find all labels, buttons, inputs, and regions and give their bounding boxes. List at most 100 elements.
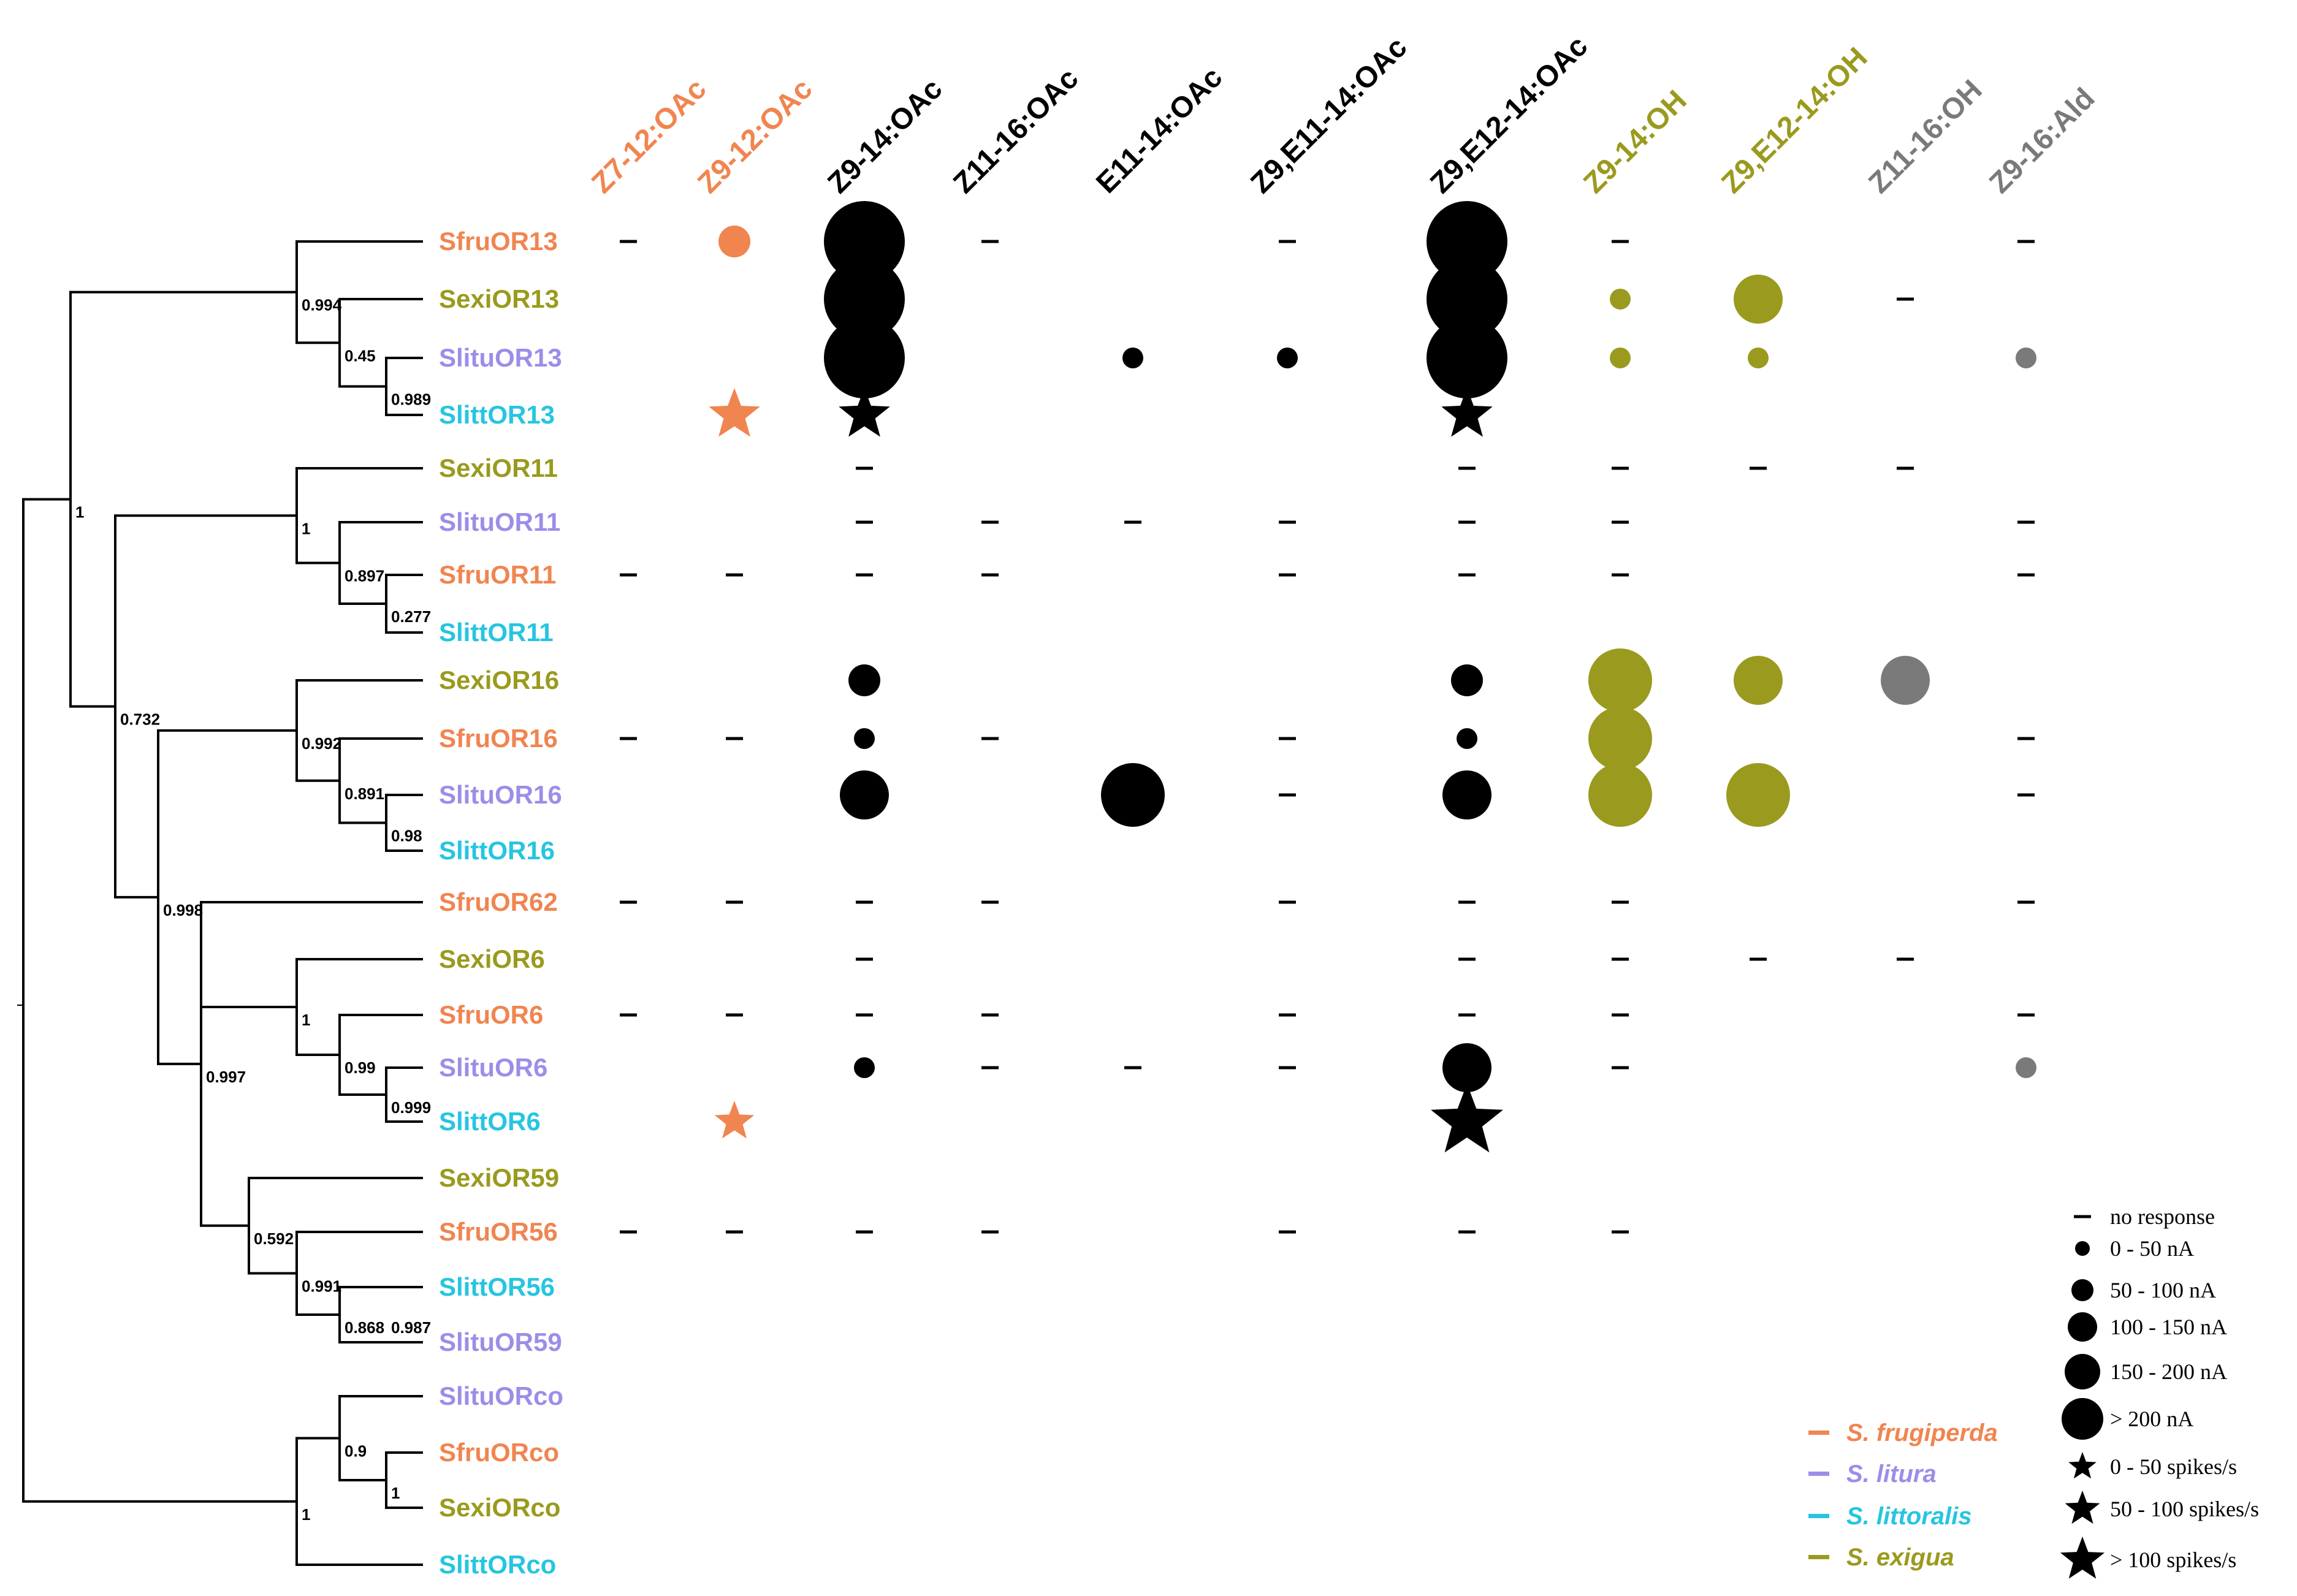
receptor-label: SlittOR11	[439, 618, 554, 647]
response-circle	[1588, 648, 1652, 712]
no-response-dash	[1279, 900, 1296, 904]
response-circle	[1442, 770, 1491, 819]
receptor-label: SlittOR13	[439, 400, 555, 429]
receptor-label: SexiOR16	[439, 666, 559, 694]
tree-branch	[200, 901, 423, 1064]
receptor-label: SfruOR6	[439, 1000, 543, 1029]
species-swatch	[1808, 1555, 1829, 1559]
no-response-dash	[1750, 957, 1767, 961]
legend-circle	[2062, 1398, 2103, 1440]
response-circle	[1427, 259, 1507, 340]
tree-branch	[385, 1066, 423, 1095]
tree-branch	[157, 729, 297, 897]
legend: no response 0 - 50 nA 50 - 100 nA 100 - 150…	[1808, 1204, 2259, 1579]
response-circle	[824, 201, 905, 282]
species-label: S. litura	[1846, 1461, 1937, 1488]
tree-branch	[295, 1007, 340, 1056]
receptor-label: SlituOR13	[439, 343, 562, 372]
receptor-label: SlittOR56	[439, 1272, 555, 1301]
bootstrap-label: 1	[75, 503, 84, 522]
tree-branch	[295, 515, 340, 564]
no-response-dash	[1458, 957, 1476, 961]
response-circle	[1122, 348, 1143, 368]
bootstrap-label: 0.998	[163, 901, 203, 919]
response-circle	[718, 226, 750, 257]
tree-branch	[248, 1177, 423, 1226]
no-response-dash	[1612, 240, 1629, 243]
no-response-dash	[726, 1013, 743, 1017]
tree-branch	[385, 823, 423, 852]
response-circle	[848, 664, 880, 696]
legend-dash	[2074, 1215, 2091, 1218]
tree-branch	[295, 958, 423, 1007]
tree-branch	[385, 574, 423, 604]
no-response-dash	[1458, 573, 1476, 577]
response-star	[839, 388, 890, 437]
bootstrap-labels: 0.994 0.45 0.989 1 1 0.897 0.277 0.732 0.992 0.89…	[75, 296, 431, 1524]
no-response-dash	[620, 900, 637, 904]
no-response-dash	[1279, 520, 1296, 524]
bootstrap-label: 0.592	[254, 1229, 294, 1248]
species-swatch	[1808, 1431, 1829, 1435]
receptor-label: SexiOR13	[439, 284, 559, 313]
no-response-dash	[2017, 900, 2035, 904]
legend-star	[2068, 1452, 2097, 1479]
receptor-label: SlituOR6	[439, 1053, 547, 1082]
no-response-dash	[981, 737, 999, 740]
tree-branch	[385, 1451, 423, 1480]
receptor-label: SlituOR59	[439, 1328, 562, 1356]
legend-star	[2065, 1491, 2100, 1524]
bootstrap-label: 0.277	[391, 607, 431, 626]
no-response-dash	[1897, 957, 1914, 961]
bootstrap-label: 0.9	[345, 1442, 367, 1461]
no-response-dash	[856, 466, 873, 470]
response-circle	[824, 317, 905, 398]
no-response-dash	[981, 520, 999, 524]
response-circle	[1457, 728, 1477, 749]
no-response-dash	[1612, 957, 1629, 961]
no-response-dash	[2017, 1013, 2035, 1017]
tree-branch	[385, 357, 423, 387]
no-response-dash	[981, 900, 999, 904]
tree-branch	[338, 563, 386, 605]
no-response-dash	[856, 957, 873, 961]
no-response-dash	[1458, 1013, 1476, 1017]
tree-branch	[338, 737, 423, 781]
receptor-label: SlituOR11	[439, 507, 560, 536]
no-response-dash	[981, 1230, 999, 1234]
tree-branch	[200, 1063, 249, 1227]
no-response-dash	[726, 737, 743, 740]
response-circle	[1101, 763, 1165, 827]
no-response-dash	[1279, 793, 1296, 797]
no-response-dash	[726, 900, 743, 904]
legend-label: 50 - 100 spikes/s	[2110, 1497, 2259, 1521]
no-response-dash	[1458, 466, 1476, 470]
response-circle	[854, 1057, 875, 1078]
tree-branch	[338, 1055, 386, 1096]
no-response-dash	[1612, 900, 1629, 904]
tree-branch	[200, 1006, 297, 1064]
no-response-dash	[1612, 1230, 1629, 1234]
response-circle	[1442, 1043, 1491, 1092]
compound-label: Z11-16:OH	[1862, 74, 1988, 199]
receptor-label: SfruOR62	[439, 887, 558, 916]
phylogenetic-tree	[17, 240, 423, 1566]
tree-branch	[385, 386, 423, 416]
species-swatch	[1808, 1472, 1829, 1476]
compound-label: Z9-14:OAc	[821, 73, 948, 200]
tree-branch	[295, 1501, 423, 1566]
tree-branch	[69, 499, 115, 708]
response-star	[1431, 1084, 1503, 1153]
no-response-dash	[1750, 466, 1767, 470]
no-response-dash	[981, 1066, 999, 1070]
compound-label: Z9,E11-14:OAc	[1244, 31, 1413, 200]
bootstrap-label: 0.891	[345, 785, 384, 803]
no-response-dash	[2017, 737, 2035, 740]
legend-circle	[2075, 1241, 2090, 1256]
bootstrap-label: 1	[391, 1484, 400, 1502]
tree-branch	[22, 1000, 297, 1503]
receptor-label: SlittOR16	[439, 836, 555, 865]
receptor-label: SlittORco	[439, 1550, 556, 1579]
no-response-dash	[2017, 520, 2035, 524]
response-circle	[1726, 763, 1790, 827]
